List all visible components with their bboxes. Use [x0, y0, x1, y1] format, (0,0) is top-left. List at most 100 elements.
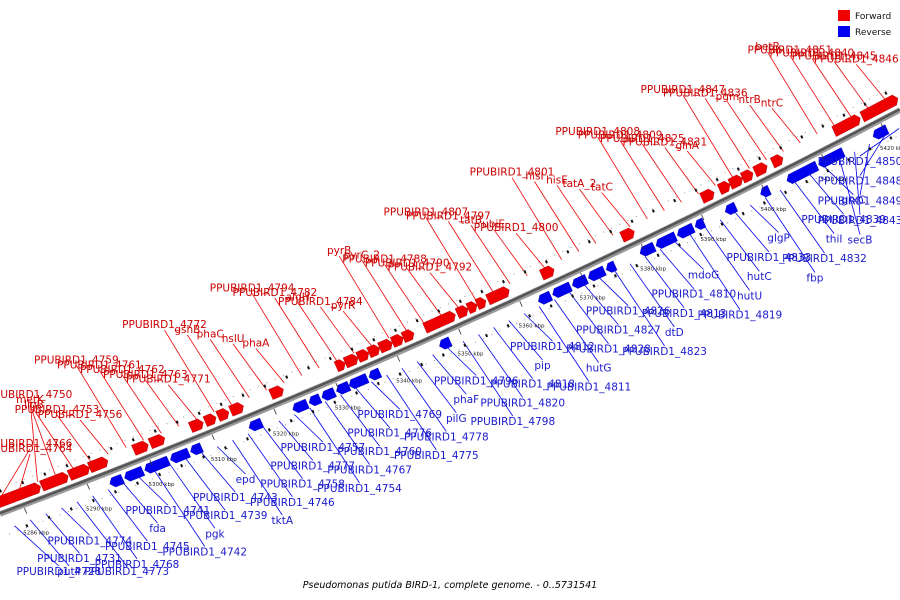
- reverse-gene-label: PPUBIRD1_4754: [317, 483, 402, 495]
- forward-leader-line: [515, 232, 545, 268]
- forward-gene-feature: [400, 329, 415, 344]
- forward-gene-label: PPUBIRD1_4784: [278, 296, 363, 308]
- feature-mark: [25, 523, 29, 528]
- reverse-leader-line: [809, 174, 845, 215]
- feature-mark: [306, 366, 311, 370]
- kbp-tick-label: 5380 kbp: [640, 267, 666, 273]
- forward-leader-line: [749, 104, 784, 152]
- feature-mark: [376, 381, 380, 386]
- forward-gene-label: pyrC_2: [344, 249, 380, 261]
- reverse-gene-feature: [368, 367, 383, 381]
- forward-gene-label: PPUBIRD1_4797: [406, 211, 491, 223]
- kbp-tick-label: 5300 kbp: [149, 482, 175, 488]
- forward-leader-line: [579, 188, 614, 236]
- feature-mark: [847, 158, 851, 162]
- feature-mark: [241, 393, 245, 398]
- forward-leader-line: [682, 94, 733, 178]
- forward-leader-line: [425, 217, 476, 300]
- reverse-leader-line: [689, 234, 741, 310]
- reverse-gene-feature: [190, 442, 204, 456]
- reverse-gene-label: PPUBIRD1_4777: [270, 460, 355, 472]
- kbp-tick-label: 5370 kbp: [580, 295, 606, 301]
- forward-gene-label: ubiE: [482, 218, 505, 230]
- reverse-gene-label: PPUBIRD1_4820: [480, 397, 565, 409]
- reverse-leader-line: [493, 327, 533, 379]
- reverse-gene-label: thiI: [826, 234, 843, 246]
- forward-gene-label: ntrB: [739, 94, 761, 106]
- kbp-tick: [880, 123, 884, 129]
- reverse-gene-label: PPUBIRD1_4731: [37, 553, 122, 565]
- forward-gene-label: PPUBIRD1_4825: [600, 133, 685, 145]
- feature-mark: [333, 400, 337, 405]
- reverse-gene-feature: [292, 398, 310, 414]
- reverse-leader-line: [629, 263, 675, 328]
- legend: Forward Reverse: [838, 10, 892, 38]
- forward-gene-label: PPUBIRD1_4846: [814, 53, 899, 65]
- feature-mark: [741, 211, 745, 216]
- reverse-leader-line: [719, 219, 760, 272]
- feature-mark: [863, 102, 867, 106]
- forward-leader-line: [429, 272, 459, 308]
- reverse-gene-label: mdoG: [688, 270, 719, 282]
- forward-gene-label: PPUBIRD1_4800: [474, 222, 559, 234]
- reverse-gene-label: PPUBIRD1_4796: [434, 376, 519, 388]
- feature-mark: [437, 309, 441, 313]
- feature-mark: [415, 318, 419, 323]
- feature-mark: [571, 294, 575, 298]
- kbp-tick: [273, 408, 277, 415]
- feature-mark: [656, 253, 660, 258]
- forward-gene-label: metK: [16, 394, 45, 406]
- forward-gene-label: PPUBIRD1_4808: [555, 126, 640, 138]
- forward-leader-line: [79, 419, 109, 455]
- reverse-leader-line: [107, 489, 148, 542]
- legend-reverse-label: Reverse: [855, 28, 892, 38]
- reverse-leader-line: [859, 136, 885, 176]
- forward-leader-line: [534, 181, 580, 252]
- forward-leader-line: [1, 448, 31, 496]
- reverse-leader-line: [324, 401, 370, 465]
- reverse-gene-label: grxC: [841, 195, 865, 207]
- forward-leader-line: [361, 260, 407, 331]
- reverse-leader-line: [584, 285, 619, 325]
- reverse-leader-line: [859, 128, 900, 157]
- reverse-gene-label: PPUBIRD1_4833: [727, 252, 812, 264]
- reverse-gene-feature: [677, 222, 696, 239]
- reverse-leader-line: [92, 495, 138, 560]
- forward-leader-line: [342, 310, 372, 346]
- feature-mark: [21, 480, 25, 485]
- feature-mark: [884, 91, 888, 95]
- forward-gene-label: PPUBIRD1_4809: [578, 130, 663, 142]
- reverse-gene-feature: [538, 290, 554, 305]
- feature-mark: [528, 314, 532, 318]
- forward-gene-label: ligB: [24, 399, 44, 411]
- reverse-leader-line: [170, 464, 216, 529]
- kbp-tick: [396, 355, 401, 362]
- forward-leader-line: [33, 409, 74, 469]
- forward-leader-line: [406, 268, 442, 316]
- reverse-gene-label: PPUBIRD1_4818: [490, 379, 575, 391]
- feature-mark: [480, 289, 484, 294]
- feature-mark: [779, 145, 783, 150]
- feature-mark: [109, 446, 113, 451]
- forward-gene-label: ntrC: [761, 97, 783, 109]
- reverse-gene-label: PPUBIRD1_4773: [84, 566, 169, 578]
- forward-gene-feature: [727, 174, 743, 190]
- feature-mark: [263, 384, 267, 388]
- reverse-gene-feature: [872, 124, 890, 140]
- reverse-leader-line: [416, 361, 457, 414]
- kbp-tick: [86, 483, 90, 490]
- reverse-gene-label: PPUBIRD1_4848: [818, 176, 900, 188]
- forward-leader-line: [297, 302, 338, 361]
- reverse-gene-label: fda: [149, 523, 166, 535]
- forward-gene-label: tatB: [460, 214, 482, 226]
- kbp-tick-label: 5290 kbp: [86, 507, 112, 513]
- reverse-gene-label: PPUBIRD1_4758: [260, 479, 345, 491]
- forward-gene-label: phaA: [242, 338, 270, 350]
- forward-gene-label: PPUBIRD1_4782: [233, 287, 318, 299]
- reverse-gene-feature: [605, 260, 618, 273]
- feature-mark: [175, 420, 179, 424]
- forward-leader-line: [29, 399, 38, 482]
- reverse-gene-label: PPUBIRD1_4812: [510, 341, 595, 353]
- reverse-gene-label: PPUBIRD1_4778: [404, 431, 489, 443]
- reverse-leader-line: [401, 368, 447, 432]
